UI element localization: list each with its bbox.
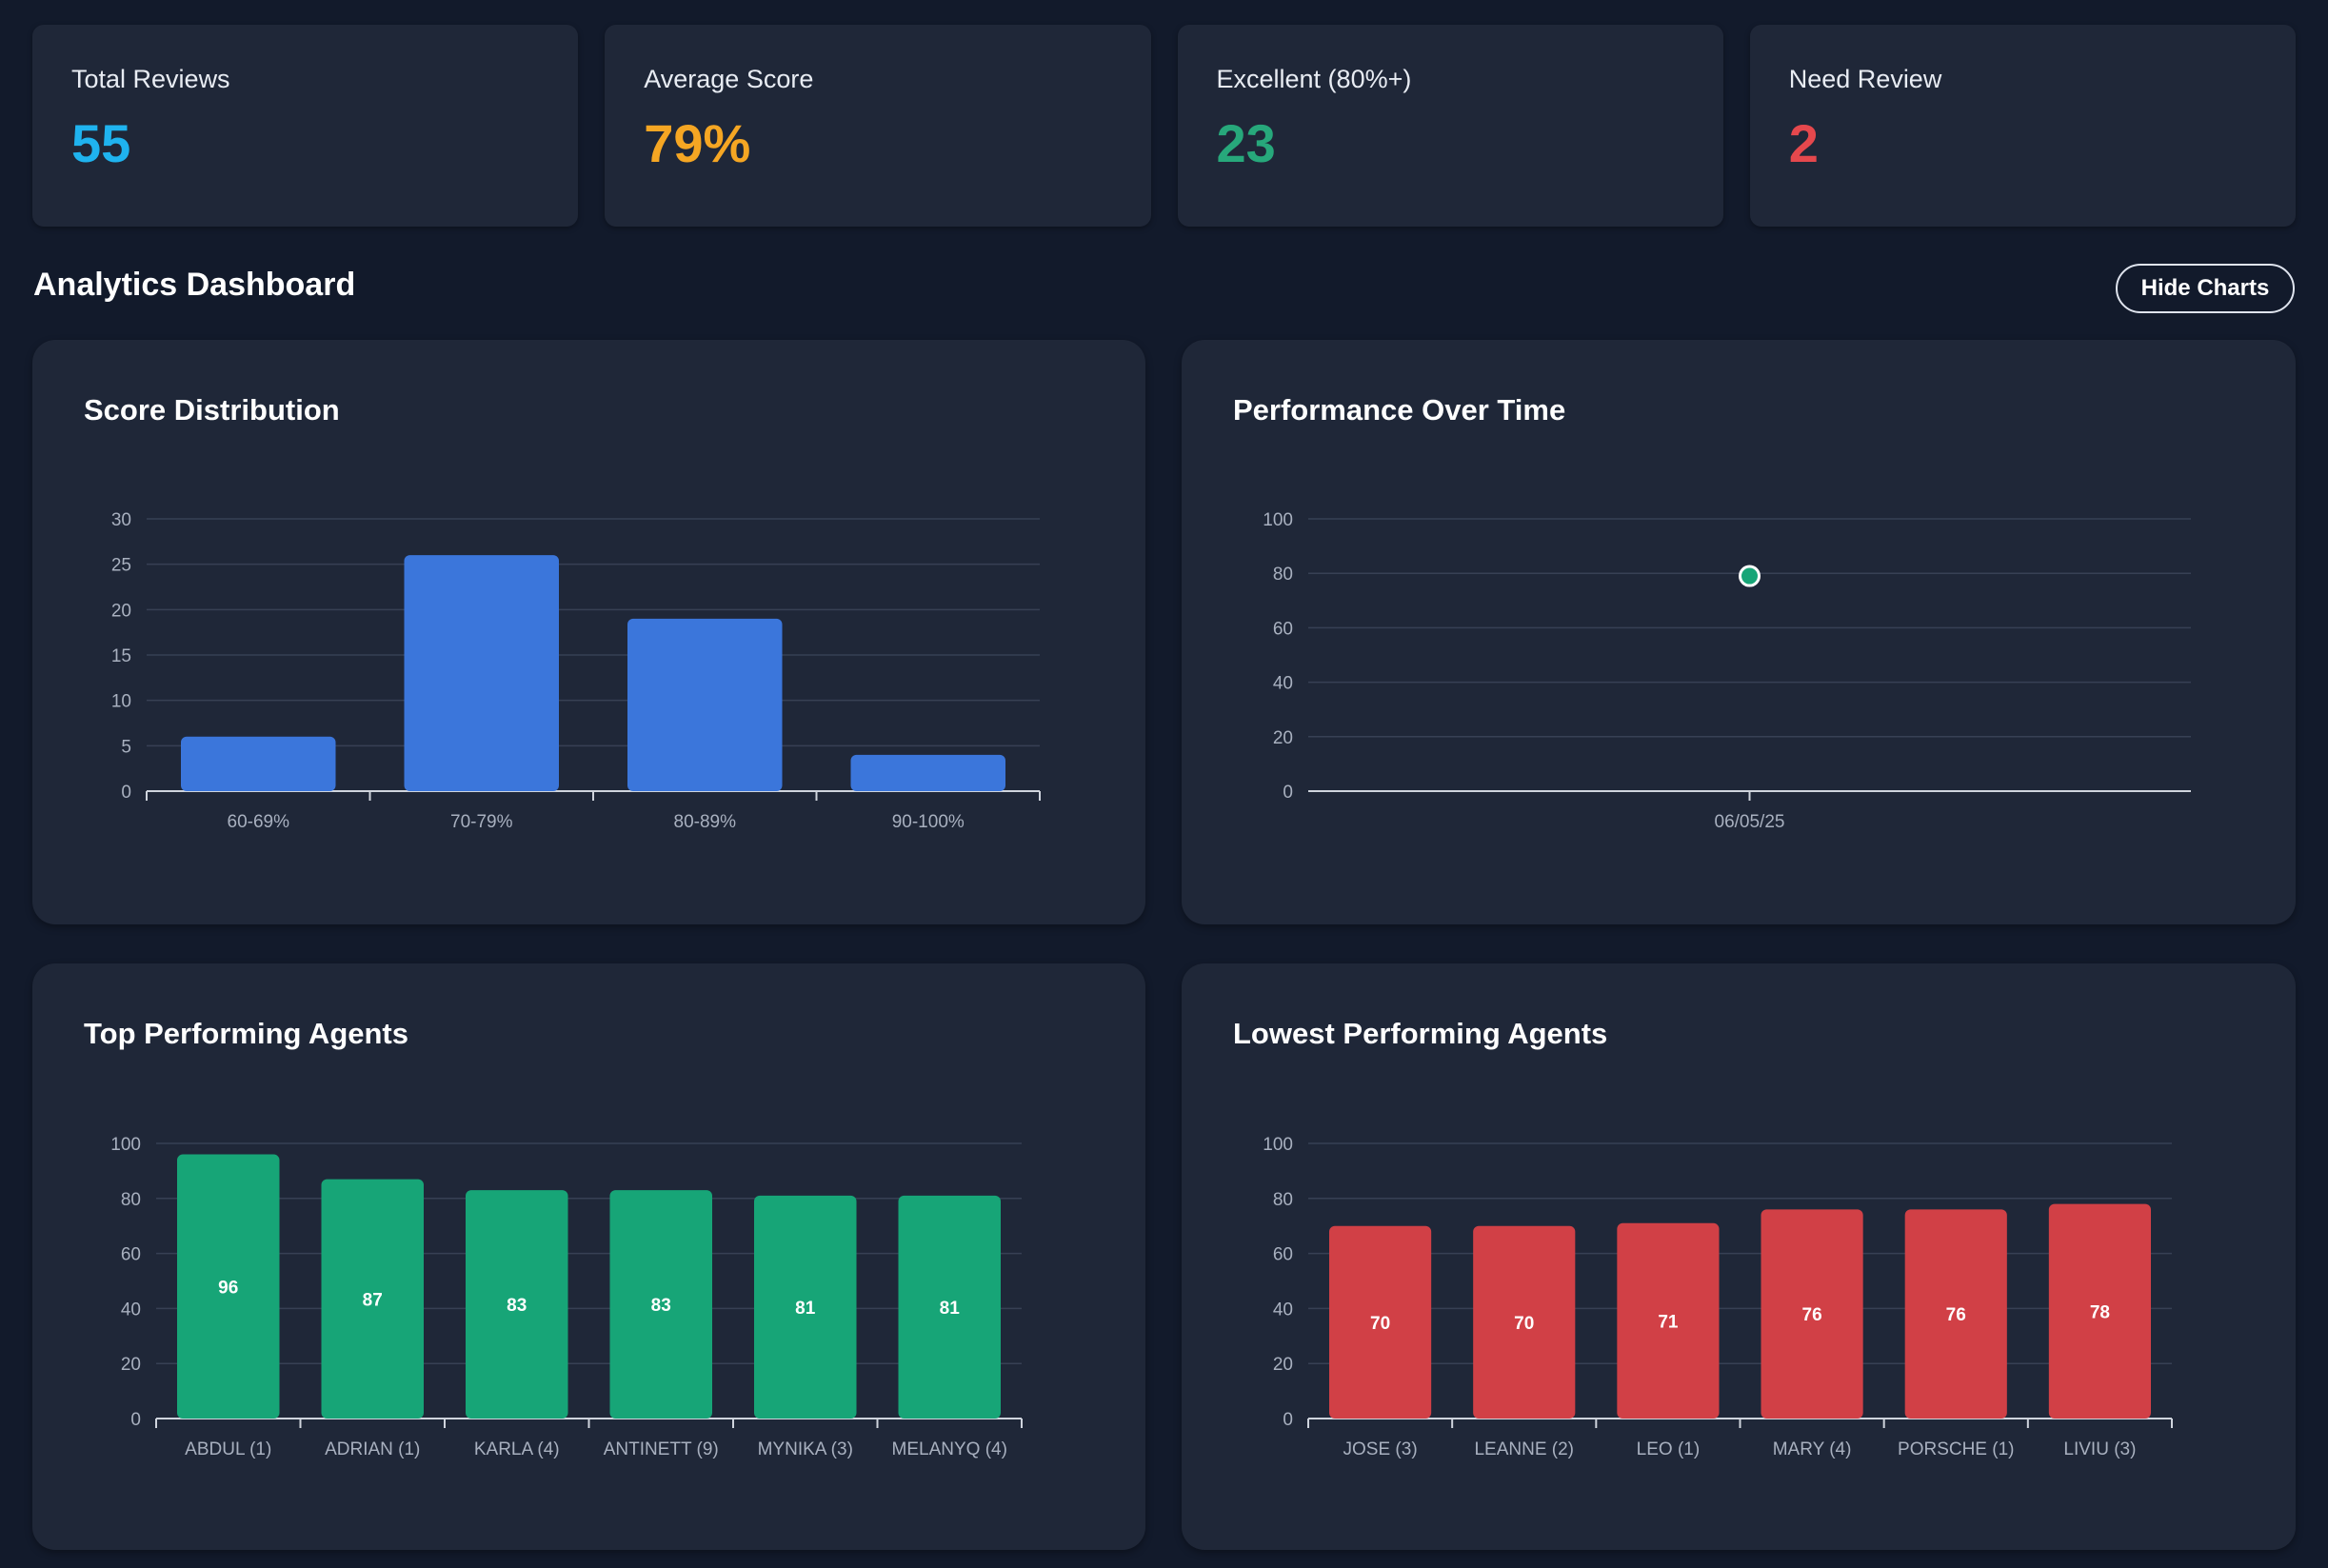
bar-leanne-2 [1473, 1225, 1576, 1419]
stat-value: 55 [71, 113, 131, 173]
y-tick-label: 80 [121, 1190, 141, 1210]
bar-90-100 [850, 754, 1005, 791]
y-tick-label: 100 [1263, 1135, 1293, 1155]
data-label: 71 [1658, 1312, 1679, 1332]
y-tick-label: 15 [111, 646, 131, 666]
y-tick-label: 30 [111, 510, 131, 530]
chart-panel-top-agents: Top Performing Agents 0 20 40 60 80 100 ABDUL … [32, 963, 1145, 1550]
y-tick-label: 0 [121, 783, 131, 803]
x-tick-label: JOSE (3) [1343, 1439, 1418, 1459]
x-tick-label: MYNIKA (3) [758, 1439, 853, 1459]
stat-label: Average Score [644, 65, 814, 93]
y-tick-label: 40 [121, 1300, 141, 1320]
bar-mynika-3 [754, 1195, 857, 1419]
chart-title: Top Performing Agents [84, 1017, 408, 1050]
y-tick-label: 20 [111, 601, 131, 621]
top-agents-chart: 0 20 40 60 80 100 ABDUL (1) 96 ADRIAN (1) 87 KARLA… [110, 1135, 1023, 1459]
x-tick-label: 80-89% [674, 812, 737, 832]
y-tick-label: 60 [1273, 1245, 1293, 1265]
bar-liviu-3 [2048, 1203, 2151, 1419]
stat-value: 23 [1216, 113, 1276, 173]
bar-80-89 [627, 618, 783, 791]
data-label: 83 [507, 1296, 527, 1316]
data-label: 81 [795, 1299, 816, 1319]
y-tick-label: 20 [1273, 1355, 1293, 1375]
lowest-agents-chart: 0 20 40 60 80 100 JOSE (3) 70 LEANNE (2) 70 LEO (1… [1263, 1135, 2173, 1459]
data-label: 76 [1802, 1305, 1822, 1325]
y-tick-label: 40 [1273, 1300, 1293, 1320]
stat-card-average-score: Average Score 79% [605, 25, 1151, 227]
bar-karla-4 [466, 1190, 568, 1419]
y-tick-label: 20 [1273, 728, 1293, 748]
y-tick-label: 60 [121, 1245, 141, 1265]
x-tick-label: PORSCHE (1) [1898, 1439, 2014, 1459]
bar-porsche-1 [1904, 1209, 2007, 1419]
x-tick-label: KARLA (4) [474, 1439, 560, 1459]
y-tick-label: 60 [1273, 619, 1293, 639]
stat-card-excellent: Excellent (80%+) 23 [1177, 25, 1723, 227]
y-tick-label: 100 [1263, 510, 1293, 530]
bar-melanyq-4 [898, 1195, 1001, 1419]
y-tick-label: 25 [111, 556, 131, 576]
performance-over-time-chart: 0 20 40 60 80 100 06/05/25 [1263, 510, 2191, 832]
bar-70-79 [404, 555, 559, 791]
x-tick-label: MELANYQ (4) [892, 1439, 1007, 1459]
x-tick-label: ABDUL (1) [185, 1439, 271, 1459]
x-tick-label: 90-100% [892, 812, 965, 832]
x-tick-label: ADRIAN (1) [325, 1439, 420, 1459]
chart-title: Lowest Performing Agents [1233, 1017, 1608, 1050]
data-label: 96 [218, 1278, 238, 1298]
y-tick-label: 40 [1273, 674, 1293, 694]
x-tick-label: LIVIU (3) [2063, 1439, 2136, 1459]
hide-charts-button[interactable]: Hide Charts [2116, 264, 2295, 313]
y-tick-label: 0 [130, 1410, 141, 1430]
x-tick-label: LEO (1) [1637, 1439, 1701, 1459]
x-tick-label: ANTINETT (9) [604, 1439, 719, 1459]
score-distribution-chart: 0 5 10 15 20 25 30 60-69% 70-79% 80-89% 90-100% [111, 510, 1041, 832]
data-label: 70 [1370, 1314, 1390, 1334]
x-tick-label: 06/05/25 [1715, 812, 1785, 832]
x-tick-label: MARY (4) [1773, 1439, 1852, 1459]
y-tick-label: 5 [121, 737, 131, 757]
y-tick-label: 10 [111, 692, 131, 712]
bar-adrian-1 [321, 1179, 424, 1419]
bar-antinett-9 [609, 1190, 712, 1419]
y-tick-label: 0 [1283, 783, 1293, 803]
x-tick-label: 60-69% [228, 812, 290, 832]
stat-value: 79% [644, 113, 751, 173]
section-title: Analytics Dashboard [33, 267, 356, 303]
bar-jose-3 [1329, 1225, 1432, 1419]
data-label: 87 [363, 1290, 383, 1310]
chart-title: Score Distribution [84, 393, 340, 427]
stat-card-need-review: Need Review 2 [1749, 25, 2296, 227]
chart-panel-performance-over-time: Performance Over Time 0 20 40 60 80 100 06/05/… [1182, 340, 2296, 924]
y-tick-label: 0 [1283, 1410, 1293, 1430]
data-label: 83 [651, 1296, 671, 1316]
stat-label: Need Review [1788, 65, 1942, 93]
data-label: 70 [1514, 1314, 1534, 1334]
x-tick-label: 70-79% [450, 812, 513, 832]
stat-label: Total Reviews [71, 65, 230, 93]
bar-abdul-1 [177, 1154, 280, 1419]
stat-value: 2 [1788, 113, 1819, 173]
data-point [1739, 565, 1761, 587]
bar-60-69 [181, 736, 336, 791]
x-tick-label: LEANNE (2) [1474, 1439, 1574, 1459]
bar-mary-4 [1761, 1209, 1863, 1419]
chart-panel-score-distribution: Score Distribution 0 5 10 15 20 25 30 60-69% 70-… [32, 340, 1145, 924]
y-tick-label: 80 [1273, 1190, 1293, 1210]
stat-label: Excellent (80%+) [1216, 65, 1412, 93]
bar-leo-1 [1617, 1222, 1720, 1419]
chart-panel-lowest-agents: Lowest Performing Agents 0 20 40 60 80 100 JOS… [1182, 963, 2296, 1550]
stat-card-total-reviews: Total Reviews 55 [32, 25, 579, 227]
data-label: 78 [2090, 1302, 2110, 1322]
y-tick-label: 100 [110, 1135, 141, 1155]
data-label: 81 [940, 1299, 961, 1319]
data-label: 76 [1946, 1305, 1966, 1325]
stat-row: Total Reviews 55 Average Score 79% Excel… [32, 25, 2296, 227]
y-tick-label: 80 [1273, 565, 1293, 585]
chart-title: Performance Over Time [1233, 393, 1566, 427]
y-tick-label: 20 [121, 1355, 141, 1375]
